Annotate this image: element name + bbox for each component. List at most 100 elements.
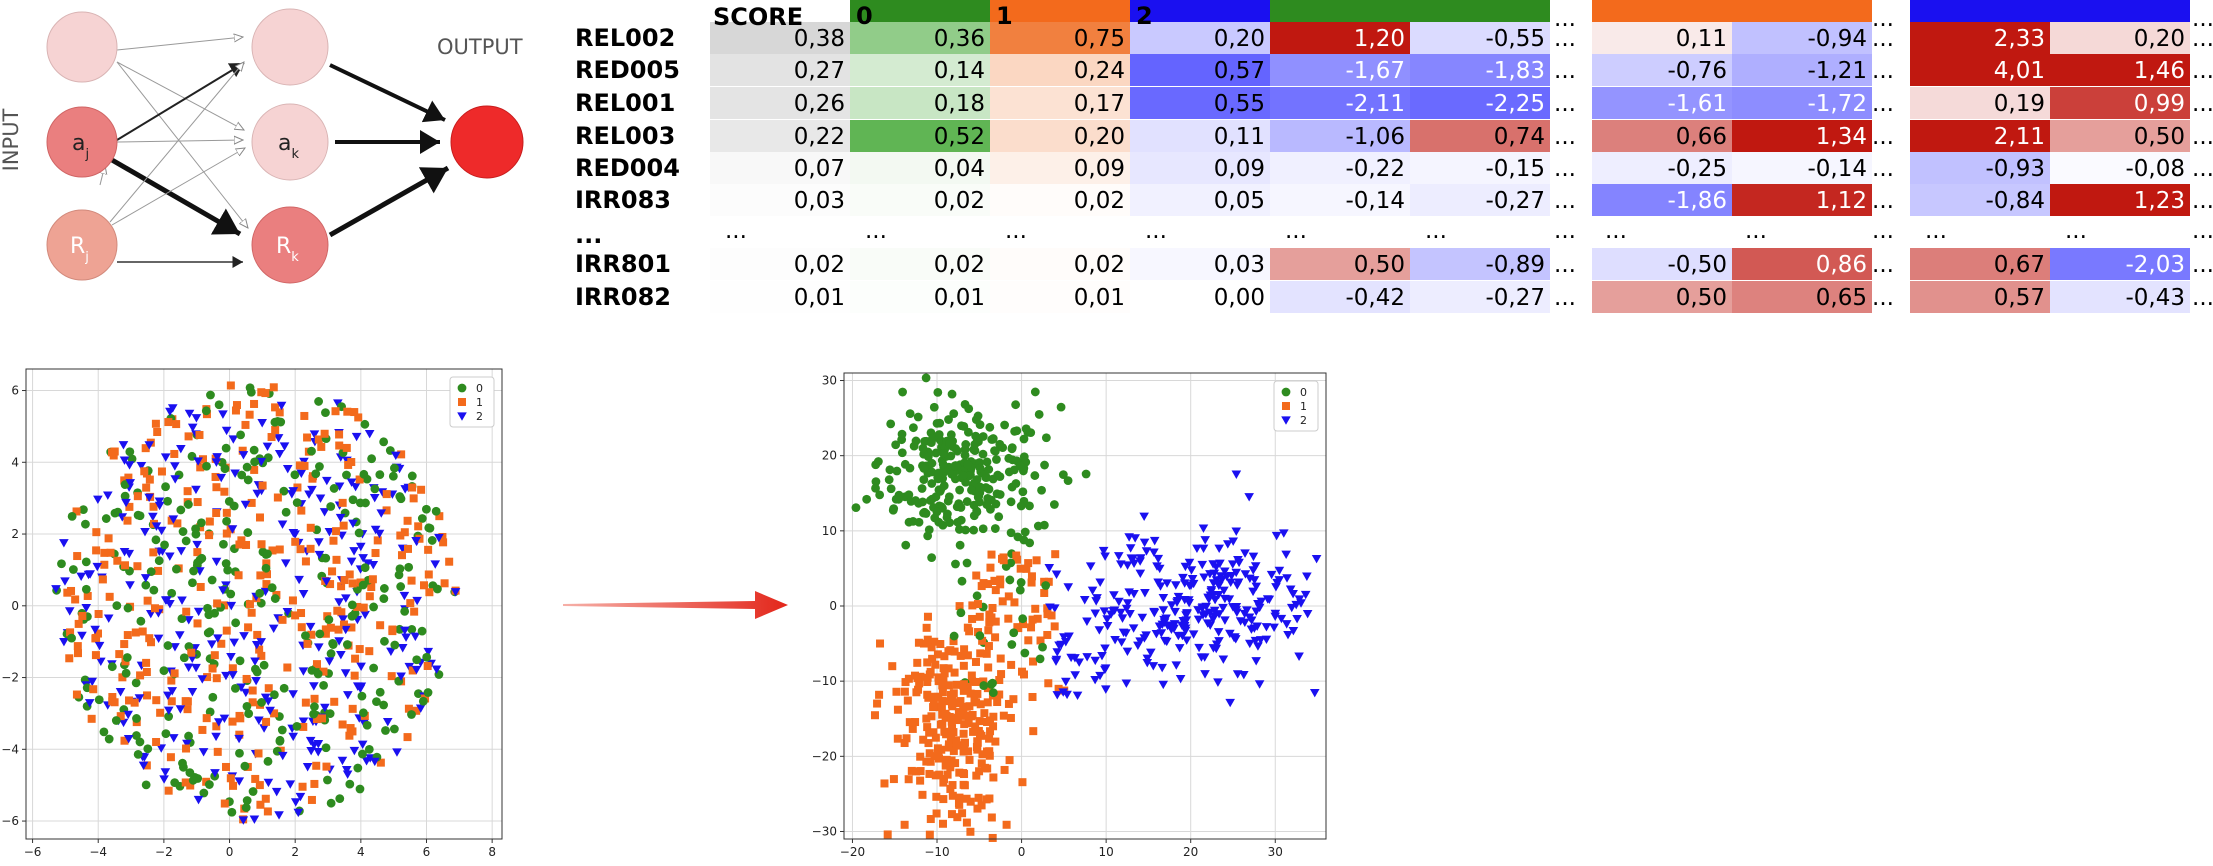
cell-bg bbox=[710, 87, 850, 119]
cell-bg bbox=[850, 184, 990, 216]
row-ellipsis: ... bbox=[2192, 91, 2213, 117]
row-label: IRR801 bbox=[575, 250, 671, 278]
table-cell: -0,27 bbox=[1485, 188, 1545, 214]
table-cell: 4,01 bbox=[1994, 58, 2045, 84]
table-cell: 0,09 bbox=[1214, 156, 1265, 182]
table-cell: 0,14 bbox=[934, 58, 985, 84]
table-cell: -0,84 bbox=[1985, 188, 2045, 214]
x-tick-label: 6 bbox=[423, 845, 431, 859]
hidden-layer: ak Rk bbox=[251, 8, 329, 284]
table-cell: 0,66 bbox=[1676, 124, 1727, 150]
x-tick-label: 8 bbox=[488, 845, 496, 859]
header-label-0: 0 bbox=[856, 2, 873, 30]
ellipsis-cell: ... bbox=[1285, 218, 1307, 244]
cell-bg bbox=[1270, 22, 1410, 54]
legend-entry: 2 bbox=[1300, 414, 1307, 427]
table-cell: 0,01 bbox=[1074, 285, 1125, 311]
table-cell: 0,03 bbox=[1214, 252, 1265, 278]
table-cell: 0,50 bbox=[1676, 285, 1727, 311]
row-label: RED004 bbox=[575, 154, 680, 182]
table-cell: 0,22 bbox=[794, 124, 845, 150]
y-tick-label: 6 bbox=[11, 384, 19, 398]
cell-bg bbox=[1732, 87, 1872, 119]
cell-bg bbox=[1270, 184, 1410, 216]
x-tick-label: −6 bbox=[24, 845, 42, 859]
x-tick-label: 10 bbox=[1098, 845, 1113, 859]
table-cell: 0,17 bbox=[1074, 91, 1125, 117]
cell-bg bbox=[850, 248, 990, 280]
cell-bg bbox=[1732, 184, 1872, 216]
cell-bg bbox=[2050, 87, 2190, 119]
ellipsis-cell: ... bbox=[1925, 218, 1947, 244]
table-cell: 0,07 bbox=[794, 156, 845, 182]
row-label: REL001 bbox=[575, 89, 675, 117]
table-cell: -1,21 bbox=[1807, 58, 1867, 84]
ellipsis-cell: ... bbox=[865, 218, 887, 244]
header-ellipsis: ... bbox=[2192, 6, 2213, 32]
table-cell: 0,50 bbox=[2134, 124, 2185, 150]
row-ellipsis: ... bbox=[2192, 124, 2213, 150]
cell-bg bbox=[1732, 22, 1872, 54]
table-cell: 0,03 bbox=[794, 188, 845, 214]
cell-bg bbox=[1592, 281, 1732, 313]
cell-bg bbox=[1910, 281, 2050, 313]
row-ellipsis: ... bbox=[1872, 285, 1894, 311]
cell-bg bbox=[710, 281, 850, 313]
input-node-r-j bbox=[46, 209, 118, 281]
table-cell: 1,46 bbox=[2134, 58, 2185, 84]
svg-text:Rj: Rj bbox=[70, 234, 89, 265]
cell-bg bbox=[990, 22, 1130, 54]
table-cell: -0,22 bbox=[1345, 156, 1405, 182]
ellipsis-cell: ... bbox=[725, 218, 747, 244]
row-ellipsis: ... bbox=[2192, 252, 2213, 278]
cell-bg bbox=[1592, 184, 1732, 216]
cell-bg bbox=[2050, 248, 2190, 280]
y-tick-label: −10 bbox=[812, 674, 837, 688]
table-cell: 0,04 bbox=[934, 156, 985, 182]
table-cell: 0,65 bbox=[1816, 285, 1867, 311]
cell-bg bbox=[1410, 54, 1550, 86]
row-label: REL003 bbox=[575, 122, 675, 150]
cell-bg bbox=[1410, 120, 1550, 152]
cell-bg bbox=[1130, 87, 1270, 119]
header-label-2: 2 bbox=[1136, 2, 1153, 30]
cell-bg bbox=[710, 120, 850, 152]
table-cell: -0,14 bbox=[1345, 188, 1405, 214]
points bbox=[51, 381, 461, 825]
table-cell: 0,20 bbox=[2134, 26, 2185, 52]
table-cell: 0,27 bbox=[794, 58, 845, 84]
row-ellipsis: ... bbox=[2192, 58, 2213, 84]
output-label: OUTPUT bbox=[437, 35, 523, 59]
table-cell: 0,36 bbox=[934, 26, 985, 52]
y-tick-label: −6 bbox=[1, 814, 19, 828]
table-cell: 0,11 bbox=[1676, 26, 1727, 52]
cell-bg bbox=[1592, 120, 1732, 152]
table-cell: 0,52 bbox=[934, 124, 985, 150]
cell-bg bbox=[1732, 281, 1872, 313]
header-ellipsis: ... bbox=[1554, 6, 1576, 32]
ellipsis-cell: ... bbox=[1554, 218, 1576, 244]
cell-bg bbox=[1910, 152, 2050, 184]
cell-bg bbox=[1910, 184, 2050, 216]
table-cell: -1,67 bbox=[1345, 58, 1405, 84]
table-cell: 0,50 bbox=[1354, 252, 1405, 278]
y-tick-label: 4 bbox=[11, 455, 19, 469]
cell-bg bbox=[850, 281, 990, 313]
hidden-node-top bbox=[251, 8, 329, 86]
table-cell: 0,02 bbox=[934, 188, 985, 214]
y-tick-label: 0 bbox=[11, 599, 19, 613]
row-ellipsis: ... bbox=[1872, 124, 1894, 150]
table-cell: 0,20 bbox=[1214, 26, 1265, 52]
row-ellipsis: ... bbox=[2192, 26, 2213, 52]
score-table: 0 1 2 SCORE...... ... REL002 0,38 0,36 0,75 0,20 1… bbox=[575, 0, 2213, 313]
table-cell: -0,14 bbox=[1807, 156, 1867, 182]
table-cell: 0,09 bbox=[1074, 156, 1125, 182]
cell-bg bbox=[1130, 54, 1270, 86]
cell-bg bbox=[1592, 152, 1732, 184]
cell-bg bbox=[1270, 87, 1410, 119]
row-ellipsis: ... bbox=[1554, 91, 1576, 117]
table-cell: 0,19 bbox=[1994, 91, 2045, 117]
row-ellipsis: ... bbox=[1872, 156, 1894, 182]
row-ellipsis: ... bbox=[1872, 188, 1894, 214]
